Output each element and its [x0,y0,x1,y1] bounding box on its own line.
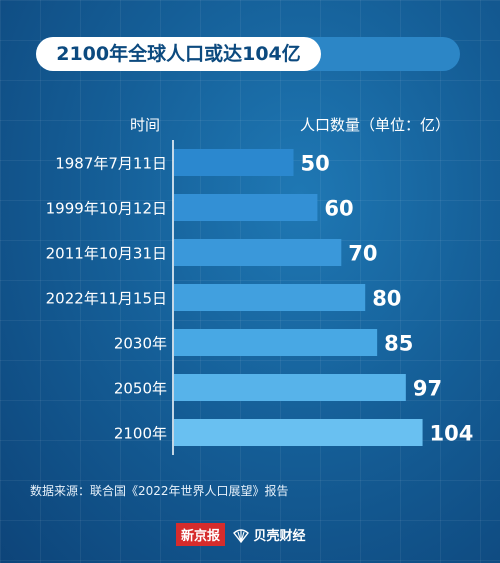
population-bar [174,284,365,311]
category-label: 1999年10月12日 [46,200,167,218]
bar-value-label: 70 [348,242,377,266]
category-label: 2050年 [114,380,167,398]
category-label: 2011年10月31日 [46,245,167,263]
population-bar [174,149,294,176]
bar-value-label: 97 [413,377,442,401]
beike-logo: 贝壳财经 [233,525,306,544]
bar-value-label: 50 [301,152,330,176]
bar-value-label: 85 [384,332,413,356]
shell-icon [233,529,249,543]
category-label: 1987年7月11日 [55,155,167,173]
population-bar [174,329,377,356]
category-label: 2100年 [114,425,167,443]
data-source-note: 数据来源：联合国《2022年世界人口展望》报告 [30,482,289,499]
beike-logo-text: 贝壳财经 [254,529,306,544]
bar-value-label: 104 [430,422,474,446]
logo-strip: 新京报 贝壳财经 [176,523,306,545]
category-label: 2022年11月15日 [46,290,167,308]
category-label: 2030年 [114,335,167,353]
bar-value-label: 60 [324,197,353,221]
population-bar [174,419,423,446]
xinjingbao-logo: 新京报 [176,523,225,546]
bar-value-label: 80 [372,287,401,311]
population-bar [174,239,341,266]
population-bar [174,194,317,221]
population-bar [174,374,406,401]
